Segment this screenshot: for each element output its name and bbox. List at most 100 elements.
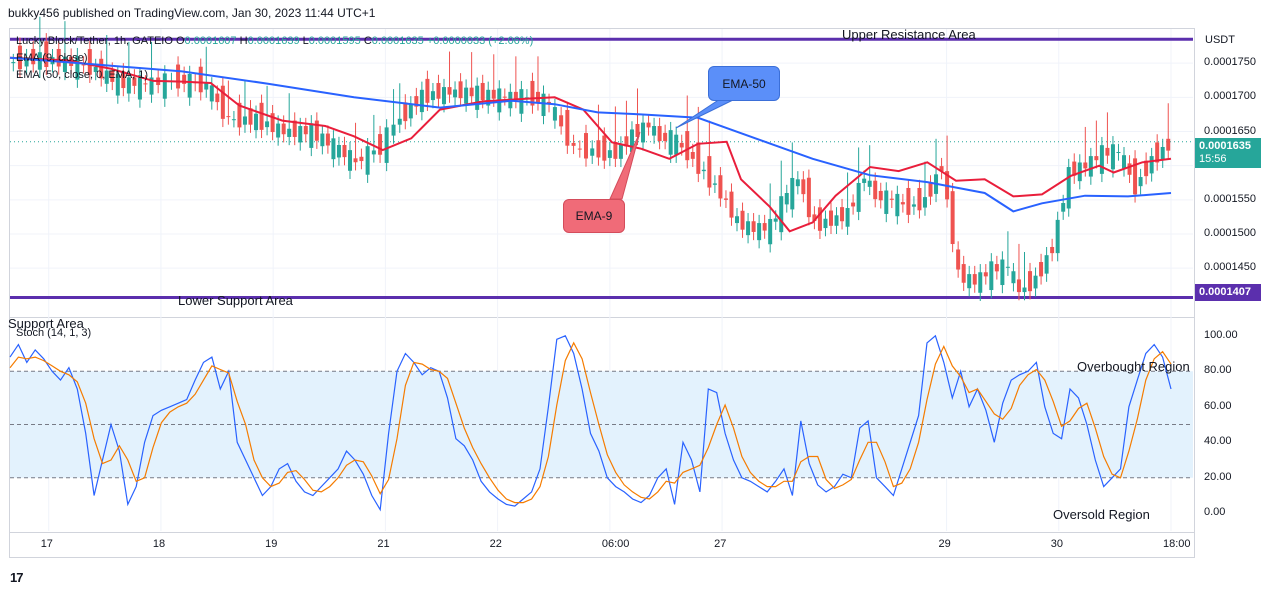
candle-body (1072, 161, 1077, 176)
candle-body (486, 89, 491, 106)
candle (978, 264, 983, 301)
overbought-label[interactable]: Overbought Region (1077, 359, 1190, 374)
candle-body (801, 179, 806, 195)
ema9-callout[interactable]: EMA-9 (563, 199, 625, 233)
candle (1116, 143, 1121, 161)
candle (99, 50, 104, 87)
stoch-tick-label: 0.00 (1204, 506, 1226, 519)
candle-body (735, 216, 740, 224)
candle (972, 265, 977, 293)
time-tick-label: 29 (938, 538, 951, 550)
price-tick-label: 0.0001500 (1204, 227, 1256, 239)
candle (541, 85, 546, 125)
candle (746, 213, 751, 244)
candle (469, 52, 474, 105)
candle (391, 89, 396, 144)
candle (126, 41, 131, 102)
candle (889, 190, 894, 209)
candle-body (292, 120, 297, 137)
candle (607, 141, 612, 167)
candle-body (276, 123, 281, 138)
candle-body (242, 116, 247, 125)
candle-body (812, 214, 817, 222)
oversold-label[interactable]: Oversold Region (1053, 507, 1150, 522)
time-tick-label: 06:00 (601, 538, 630, 550)
candle (729, 183, 734, 226)
candle (530, 72, 535, 114)
candle-body (757, 223, 762, 241)
ema50-legend[interactable]: EMA (50, close, 0, EMA, 1) (16, 69, 149, 81)
candle (559, 107, 564, 135)
support-area-label[interactable]: Support Area (8, 316, 84, 331)
candle-body (641, 122, 646, 143)
tradingview-brand[interactable]: 17 (10, 570, 26, 585)
candle (790, 142, 795, 218)
candle (371, 114, 376, 163)
candle-body (403, 102, 408, 122)
candle (325, 125, 330, 154)
time-tick-label: 18:00 (1163, 538, 1191, 550)
price-tick-label: 0.0001650 (1204, 124, 1256, 137)
candle (1127, 155, 1132, 183)
candle (1105, 112, 1110, 164)
candle (11, 53, 16, 72)
candle-body (784, 193, 789, 205)
ema9-legend[interactable]: EMA (9, close) (16, 52, 88, 64)
candle (590, 140, 595, 164)
stoch-legend[interactable]: Stoch (14, 1, 3) (16, 327, 92, 339)
candle-body (1028, 271, 1033, 292)
candle (314, 112, 319, 149)
candle (718, 167, 723, 207)
candle-body (652, 126, 657, 136)
candle-body (828, 210, 833, 226)
candle-body (126, 77, 131, 94)
upper-resistance-label[interactable]: Upper Resistance Area (842, 27, 976, 42)
candle-body (303, 126, 308, 135)
pane-divider[interactable] (9, 317, 1195, 318)
candle-body (99, 58, 104, 79)
candle (265, 85, 270, 136)
candle (436, 74, 441, 107)
candle-body (967, 274, 972, 289)
candle (1044, 246, 1049, 282)
stoch-lines (9, 334, 1172, 512)
candle (1110, 136, 1115, 178)
candle (1066, 158, 1071, 217)
candle-body (365, 146, 370, 175)
candle (571, 134, 576, 155)
candle-body (408, 104, 413, 119)
candle (1033, 267, 1038, 297)
candle-body (679, 142, 684, 148)
candle (939, 157, 944, 180)
candle (757, 214, 762, 249)
last-price: 0.0001635 (1199, 140, 1251, 152)
candle (911, 196, 916, 215)
time-tick-label: 27 (714, 538, 727, 550)
candle-body (751, 221, 756, 232)
candle-body (834, 215, 839, 226)
symbol-name[interactable]: Lucky Block/Tether, 1h, GATEIO (16, 35, 173, 47)
candle (817, 199, 822, 240)
candle (259, 94, 264, 139)
price-tick-label: 0.0001700 (1204, 90, 1256, 103)
candle (983, 264, 988, 285)
candle-body (696, 142, 701, 174)
lower-support-label[interactable]: Lower Support Area (178, 293, 293, 308)
candle (87, 40, 92, 83)
candle-body (24, 57, 29, 67)
candle-body (762, 223, 767, 231)
currency-label[interactable]: USDT (1205, 34, 1235, 46)
candle (845, 172, 850, 235)
ohlc-change: +0.0000033 (+2.06%) (426, 35, 534, 47)
candle (1028, 262, 1033, 300)
price-tick-label: 0.0001450 (1204, 261, 1256, 274)
ema50-callout[interactable]: EMA-50 (708, 66, 780, 101)
candle-body (425, 78, 430, 103)
candle-body (182, 74, 187, 84)
candle (878, 182, 883, 209)
candle (104, 35, 109, 93)
candle-body (75, 56, 80, 80)
price-levels (10, 37, 1193, 300)
candle-body (204, 82, 209, 90)
